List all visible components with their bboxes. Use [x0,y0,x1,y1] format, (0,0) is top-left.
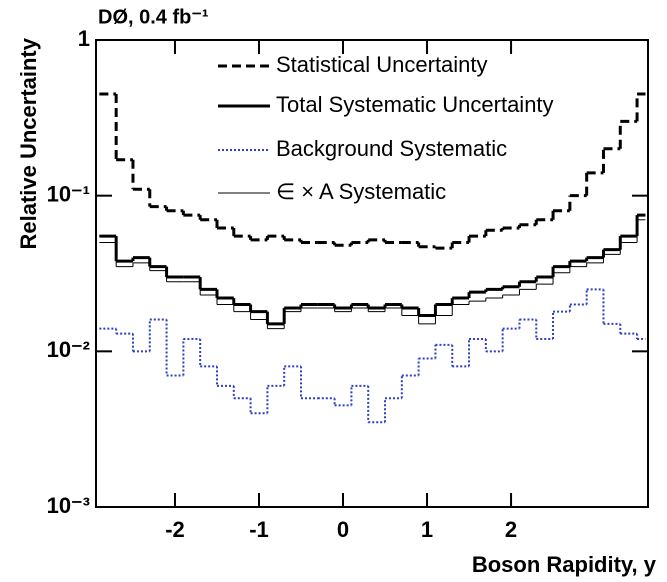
y-axis-label: Relative Uncertainty [16,37,41,249]
plot-frame [95,39,649,508]
legend-label: ∈ × A Systematic [276,179,446,204]
x-tick-label: -1 [249,517,269,542]
y-tick-label: 10⁻³ [47,493,90,518]
x-tick-label: -2 [165,517,185,542]
legend-label: Background Systematic [276,136,507,161]
y-tick-label: 10⁻² [47,337,90,362]
x-tick-label: 1 [421,517,433,542]
x-axis-label: Boson Rapidity, y [472,552,657,577]
y-tick-label: 10⁻¹ [47,181,90,206]
y-tick-label: 1 [78,26,90,51]
x-tick-label: 2 [505,517,517,542]
legend-label: Statistical Uncertainty [276,52,488,77]
legend-label: Total Systematic Uncertainty [276,92,554,117]
chart-title: DØ, 0.4 fb⁻¹ [98,6,209,28]
x-tick-label: 0 [337,517,349,542]
